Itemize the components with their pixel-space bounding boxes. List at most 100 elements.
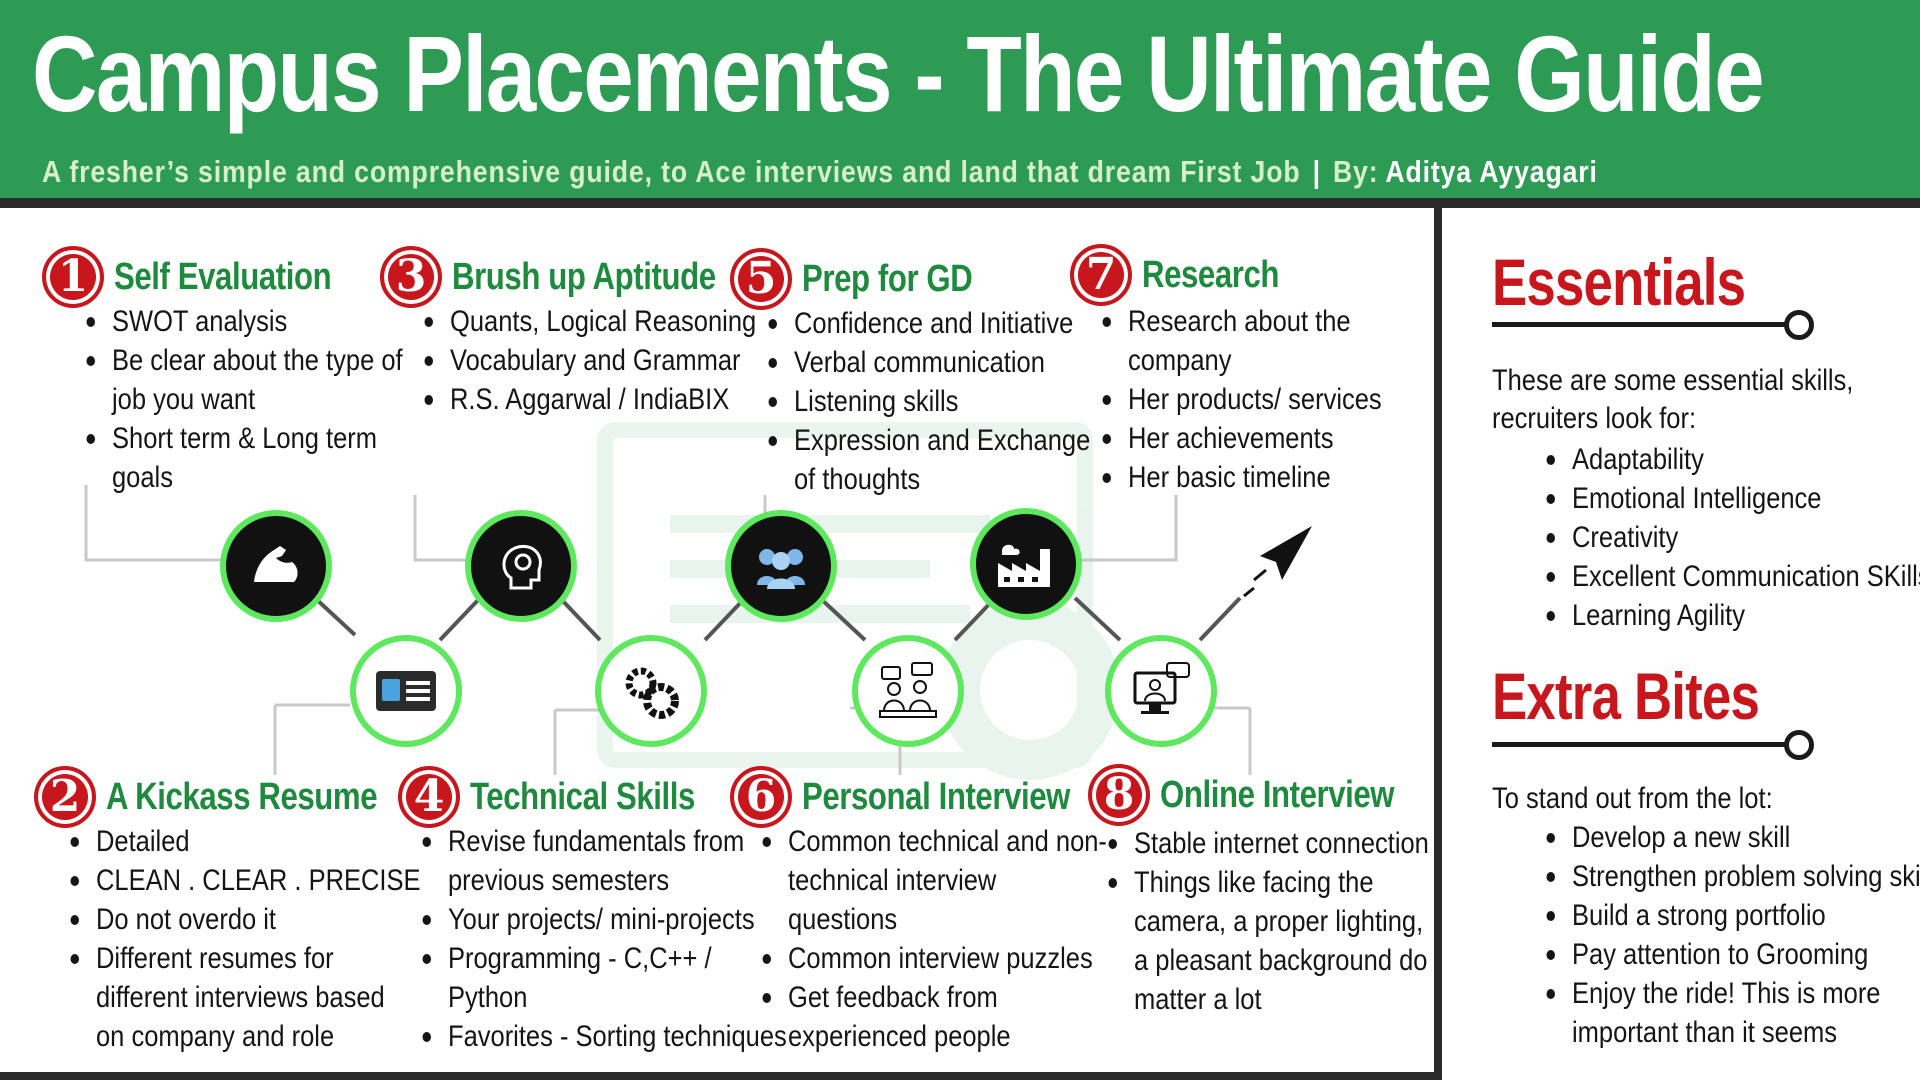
- step-2-number-badge: 2: [34, 766, 96, 828]
- list-item: Confidence and Initiative: [768, 304, 1090, 343]
- list-item: Build a strong portfolio: [1546, 896, 1920, 935]
- step-1-header: 1 Self Evaluation: [42, 246, 379, 308]
- step-3-list: Quants, Logical Reasoning Vocabulary and…: [418, 302, 810, 419]
- extra-bites-rule-knob: [1784, 730, 1814, 760]
- step-4-list: Revise fundamentals from previous semest…: [416, 822, 847, 1056]
- list-item: Stable internet connection: [1108, 824, 1429, 863]
- bottom-rule: [0, 1072, 1434, 1080]
- list-item: R.S. Aggarwal / IndiaBIX: [424, 380, 756, 419]
- video-call-icon: [1105, 635, 1217, 747]
- list-item: Emotional Intelligence: [1546, 479, 1920, 518]
- essentials-title: Essentials: [1492, 245, 1746, 319]
- list-item-continuation: technical interview: [788, 864, 997, 897]
- list-item-continuation: goals: [112, 461, 173, 494]
- list-item: Listening skills: [768, 382, 1090, 421]
- step-4-header: 4 Technical Skills: [398, 766, 744, 828]
- step-6-header: 6 Personal Interview: [730, 766, 1129, 828]
- list-item: Revise fundamentals from: [422, 822, 787, 861]
- step-2-title: A Kickass Resume: [106, 775, 378, 818]
- id-card-icon: [350, 635, 462, 747]
- by-label: By:: [1332, 154, 1379, 189]
- extra-bites-list: Develop a new skill Strengthen problem s…: [1540, 818, 1920, 1052]
- list-item: Common technical and non-: [762, 822, 1107, 861]
- list-item: Different resumes for: [70, 939, 421, 978]
- list-item: Excellent Communication SKills: [1546, 557, 1920, 596]
- header-rule: [0, 198, 1920, 208]
- brain-gear-icon: [465, 510, 577, 622]
- paper-plane-icon: [1240, 520, 1320, 600]
- subtitle-separator: |: [1312, 154, 1321, 189]
- essentials-rule: [1492, 322, 1792, 327]
- list-item: Strengthen problem solving skills.: [1546, 857, 1920, 896]
- list-item-continuation: on company and role: [96, 1020, 335, 1053]
- gears-icon: [595, 635, 707, 747]
- step-2-list: Detailed CLEAN . CLEAR . PRECISE Do not …: [64, 822, 478, 1056]
- subtitle-text: A fresher’s simple and comprehensive gui…: [42, 154, 1301, 189]
- list-item: Creativity: [1546, 518, 1920, 557]
- list-item-continuation: experienced people: [788, 1020, 1011, 1053]
- step-3-title: Brush up Aptitude: [452, 255, 716, 298]
- list-item: Programming - C,C++ /: [422, 939, 787, 978]
- list-item: Things like facing the: [1108, 863, 1429, 902]
- list-item-continuation: a pleasant background do: [1134, 944, 1428, 977]
- list-item: Develop a new skill: [1546, 818, 1920, 857]
- list-item: SWOT analysis: [86, 302, 403, 341]
- step-6-title: Personal Interview: [802, 775, 1070, 818]
- list-item: Her products/ services: [1102, 380, 1382, 419]
- list-item-continuation: camera, a proper lighting,: [1134, 905, 1424, 938]
- list-item: Be clear about the type of: [86, 341, 403, 380]
- step-1-number-badge: 1: [42, 246, 104, 308]
- list-item: Do not overdo it: [70, 900, 421, 939]
- list-item: Verbal communication: [768, 343, 1090, 382]
- list-item: Her achievements: [1102, 419, 1382, 458]
- step-3-header: 3 Brush up Aptitude: [380, 246, 774, 308]
- author-name: Aditya Ayyagari: [1385, 154, 1598, 189]
- list-item-continuation: matter a lot: [1134, 983, 1262, 1016]
- list-item: Detailed: [70, 822, 421, 861]
- list-item-continuation: job you want: [112, 383, 256, 416]
- step-8-header: 8 Online Interview: [1088, 764, 1446, 826]
- list-item: Pay attention to Grooming: [1546, 935, 1920, 974]
- essentials-list: Adaptability Emotional Intelligence Crea…: [1540, 440, 1920, 635]
- list-item: Learning Agility: [1546, 596, 1920, 635]
- column-divider: [1434, 208, 1442, 1080]
- step-6-list: Common technical and non- technical inte…: [756, 822, 1163, 1056]
- list-item: CLEAN . CLEAR . PRECISE: [70, 861, 421, 900]
- extra-bites-title: Extra Bites: [1492, 659, 1760, 733]
- extra-bites-intro-line: To stand out from the lot:: [1492, 782, 1773, 815]
- list-item: Your projects/ mini-projects: [422, 900, 787, 939]
- page-title: Campus Placements - The Ultimate Guide: [32, 13, 1765, 134]
- step-5-list: Confidence and Initiative Verbal communi…: [762, 304, 1143, 499]
- list-item-continuation: different interviews based: [96, 981, 385, 1014]
- list-item: Adaptability: [1546, 440, 1920, 479]
- step-4-title: Technical Skills: [470, 775, 695, 818]
- list-item: Common interview puzzles: [762, 939, 1107, 978]
- step-3-number-badge: 3: [380, 246, 442, 308]
- step-8-title: Online Interview: [1160, 773, 1395, 816]
- list-item-continuation: previous semesters: [448, 864, 670, 897]
- step-2-header: 2 A Kickass Resume: [34, 766, 437, 828]
- header-banner: [0, 0, 1920, 198]
- muscle-arm-icon: [220, 510, 332, 622]
- essentials-intro-line: recruiters look for:: [1492, 402, 1697, 435]
- step-5-number-badge: 5: [730, 248, 792, 310]
- list-item: Short term & Long term: [86, 419, 403, 458]
- group-icon: [725, 510, 837, 622]
- step-1-title: Self Evaluation: [114, 255, 332, 298]
- list-item: Quants, Logical Reasoning: [424, 302, 756, 341]
- list-item: Her basic timeline: [1102, 458, 1382, 497]
- step-7-list: Research about the company Her products/…: [1096, 302, 1426, 497]
- essentials-intro-line: These are some essential skills,: [1492, 364, 1854, 397]
- essentials-intro: These are some essential skills, recruit…: [1492, 362, 1853, 438]
- factory-icon: [970, 508, 1082, 620]
- step-1-list: SWOT analysis Be clear about the type of…: [80, 302, 454, 497]
- step-7-header: 7 Research: [1070, 244, 1309, 306]
- list-item: Enjoy the ride! This is more: [1546, 974, 1920, 1013]
- list-item: Expression and Exchange: [768, 421, 1090, 460]
- list-item: Get feedback from: [762, 978, 1107, 1017]
- list-item: Research about the: [1102, 302, 1382, 341]
- list-item-continuation: of thoughts: [794, 463, 921, 496]
- extra-bites-intro: To stand out from the lot:: [1492, 780, 1773, 818]
- step-8-number-badge: 8: [1088, 764, 1150, 826]
- list-item-continuation: questions: [788, 903, 898, 936]
